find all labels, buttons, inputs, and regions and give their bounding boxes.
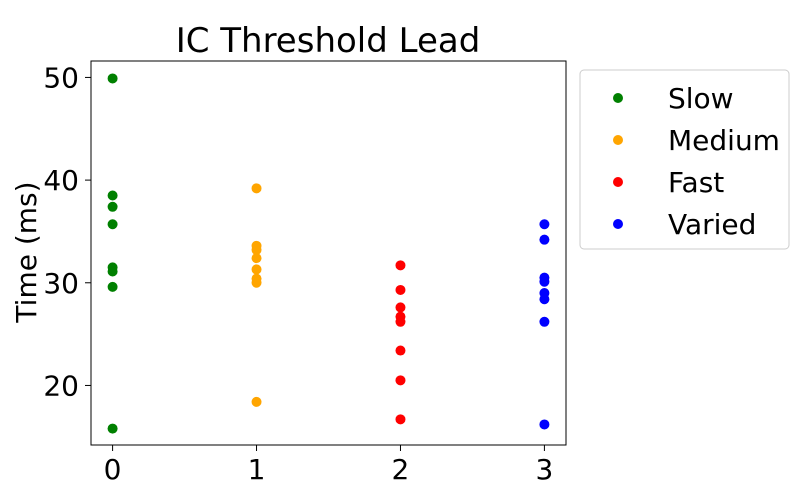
data-point-medium (251, 277, 262, 288)
data-point-medium (251, 244, 262, 255)
y-tick-label: 50 (43, 61, 79, 94)
data-point-slow (107, 219, 118, 230)
data-point-slow (107, 423, 118, 434)
legend-label-medium: Medium (668, 124, 780, 157)
data-point-medium (251, 264, 262, 275)
data-point-varied (539, 419, 550, 430)
data-point-slow (107, 73, 118, 84)
legend-box (579, 69, 790, 250)
data-point-medium (251, 183, 262, 194)
y-tick-label: 30 (43, 267, 79, 300)
data-points (107, 73, 550, 434)
legend-label-fast: Fast (668, 166, 724, 199)
data-point-varied (539, 276, 550, 287)
chart-title: IC Threshold Lead (176, 21, 481, 61)
data-point-varied (539, 294, 550, 305)
data-point-slow (107, 190, 118, 201)
data-point-fast (395, 316, 406, 327)
plot-area-frame (90, 60, 567, 446)
legend-label-slow: Slow (668, 82, 734, 115)
x-tick-label: 2 (392, 453, 410, 486)
data-point-slow (107, 281, 118, 292)
axis-ticks: 0 1 2 3 20 30 40 50 (43, 61, 553, 486)
data-point-slow (107, 201, 118, 212)
data-point-medium (251, 253, 262, 264)
legend-marker-slow (613, 93, 623, 103)
legend: Slow Medium Fast Varied (579, 69, 790, 250)
data-point-fast (395, 375, 406, 386)
x-tick-label: 0 (104, 453, 122, 486)
data-point-fast (395, 260, 406, 271)
y-axis-label: Time (ms) (10, 181, 43, 323)
data-point-varied (539, 219, 550, 230)
x-tick-label: 3 (535, 453, 553, 486)
y-tick-label: 20 (43, 369, 79, 402)
legend-marker-medium (613, 135, 623, 145)
x-tick-label: 1 (248, 453, 266, 486)
y-tick-label: 40 (43, 164, 79, 197)
data-point-varied (539, 316, 550, 327)
data-point-fast (395, 414, 406, 425)
legend-label-varied: Varied (668, 208, 756, 241)
data-point-medium (251, 396, 262, 407)
data-point-fast (395, 345, 406, 356)
data-point-fast (395, 284, 406, 295)
legend-marker-varied (613, 219, 623, 229)
data-point-varied (539, 234, 550, 245)
data-point-slow (107, 266, 118, 277)
data-point-fast (395, 302, 406, 313)
legend-marker-fast (613, 177, 623, 187)
